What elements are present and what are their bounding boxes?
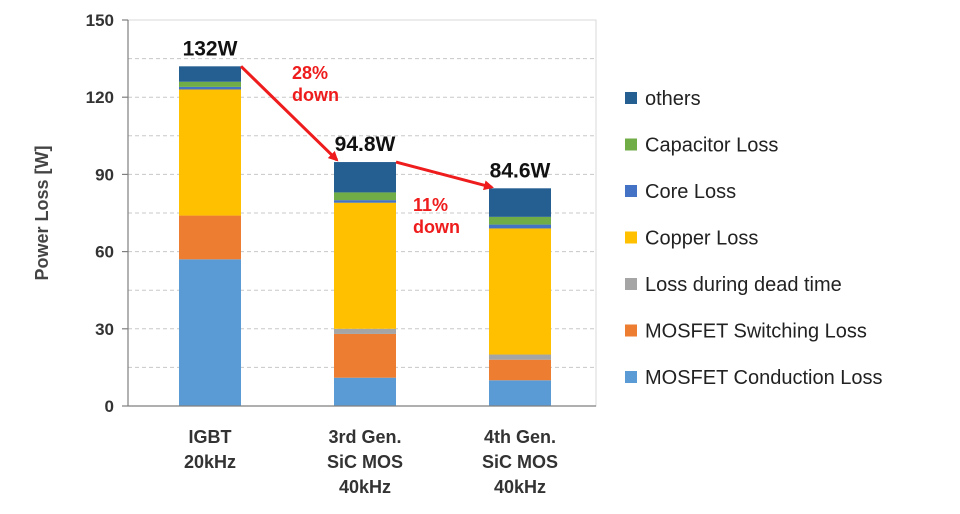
legend-label: MOSFET Conduction Loss	[645, 367, 883, 389]
bar-segment	[179, 259, 241, 406]
annotation-text: 28%	[292, 63, 328, 83]
legend-swatch	[625, 231, 637, 244]
bar-segment	[179, 66, 241, 82]
legend-swatch	[625, 371, 637, 383]
category-label: 4th Gen.	[484, 427, 556, 447]
bar-segment	[334, 377, 396, 406]
legend-swatch	[625, 324, 637, 337]
category-label: SiC MOS	[327, 452, 403, 472]
y-axis: 0 30 60 90 120 150	[86, 11, 596, 416]
bar-segment	[334, 200, 396, 203]
category-label: 20kHz	[184, 452, 236, 472]
y-tick-label: 90	[95, 165, 114, 184]
legend: others Capacitor Loss Core Loss Copper Loss…	[625, 88, 883, 389]
bar-segment	[179, 86, 241, 90]
bar-segment	[179, 81, 241, 87]
bar-segment	[489, 224, 551, 229]
bar-segment	[179, 215, 241, 260]
bar-segment	[334, 333, 396, 378]
annotation-arrow	[395, 160, 494, 191]
total-label: 94.8W	[335, 133, 396, 156]
y-axis-title: Power Loss [W]	[32, 145, 52, 280]
bar-segment	[179, 89, 241, 216]
category-label: 40kHz	[339, 477, 391, 497]
total-labels: 132W 94.8W 84.6W	[183, 37, 551, 182]
total-label: 132W	[183, 37, 238, 60]
y-tick-label: 60	[95, 243, 114, 262]
legend-swatch	[625, 92, 637, 104]
bar-segment	[334, 162, 396, 193]
category-label: SiC MOS	[482, 452, 558, 472]
legend-label: Copper Loss	[645, 228, 758, 250]
legend-label: Loss during dead time	[645, 274, 842, 296]
y-tick-label: 120	[86, 88, 114, 107]
annotation-text: 11%	[413, 195, 448, 215]
bar-segment	[489, 380, 551, 406]
annotation-text: down	[413, 217, 460, 237]
bar-segment	[489, 359, 551, 381]
y-tick-label: 150	[86, 11, 114, 30]
bar-segment	[334, 192, 396, 201]
legend-swatch	[625, 278, 637, 290]
legend-label: others	[645, 88, 701, 110]
category-label: IGBT	[189, 427, 232, 447]
category-label: 40kHz	[494, 477, 546, 497]
legend-label: Capacitor Loss	[645, 135, 778, 157]
y-tick-label: 0	[105, 397, 114, 416]
y-tick-label: 30	[95, 320, 114, 339]
bars-group	[179, 66, 551, 406]
bar-segment	[334, 328, 396, 334]
legend-swatch	[625, 138, 637, 151]
bar-segment	[334, 202, 396, 329]
category-label: 3rd Gen.	[328, 427, 401, 447]
category-labels: IGBT 20kHz 3rd Gen. SiC MOS 40kHz 4th Gen. SiC…	[184, 427, 558, 497]
legend-swatch	[625, 185, 637, 197]
bar-segment	[489, 188, 551, 217]
bar-segment	[489, 216, 551, 225]
legend-label: MOSFET Switching Loss	[645, 321, 867, 343]
annotation-text: down	[292, 85, 339, 105]
legend-label: Core Loss	[645, 181, 736, 203]
total-label: 84.6W	[490, 159, 551, 182]
annotation-arrow	[239, 65, 339, 162]
bar-segment	[489, 228, 551, 355]
bar-segment	[489, 354, 551, 360]
